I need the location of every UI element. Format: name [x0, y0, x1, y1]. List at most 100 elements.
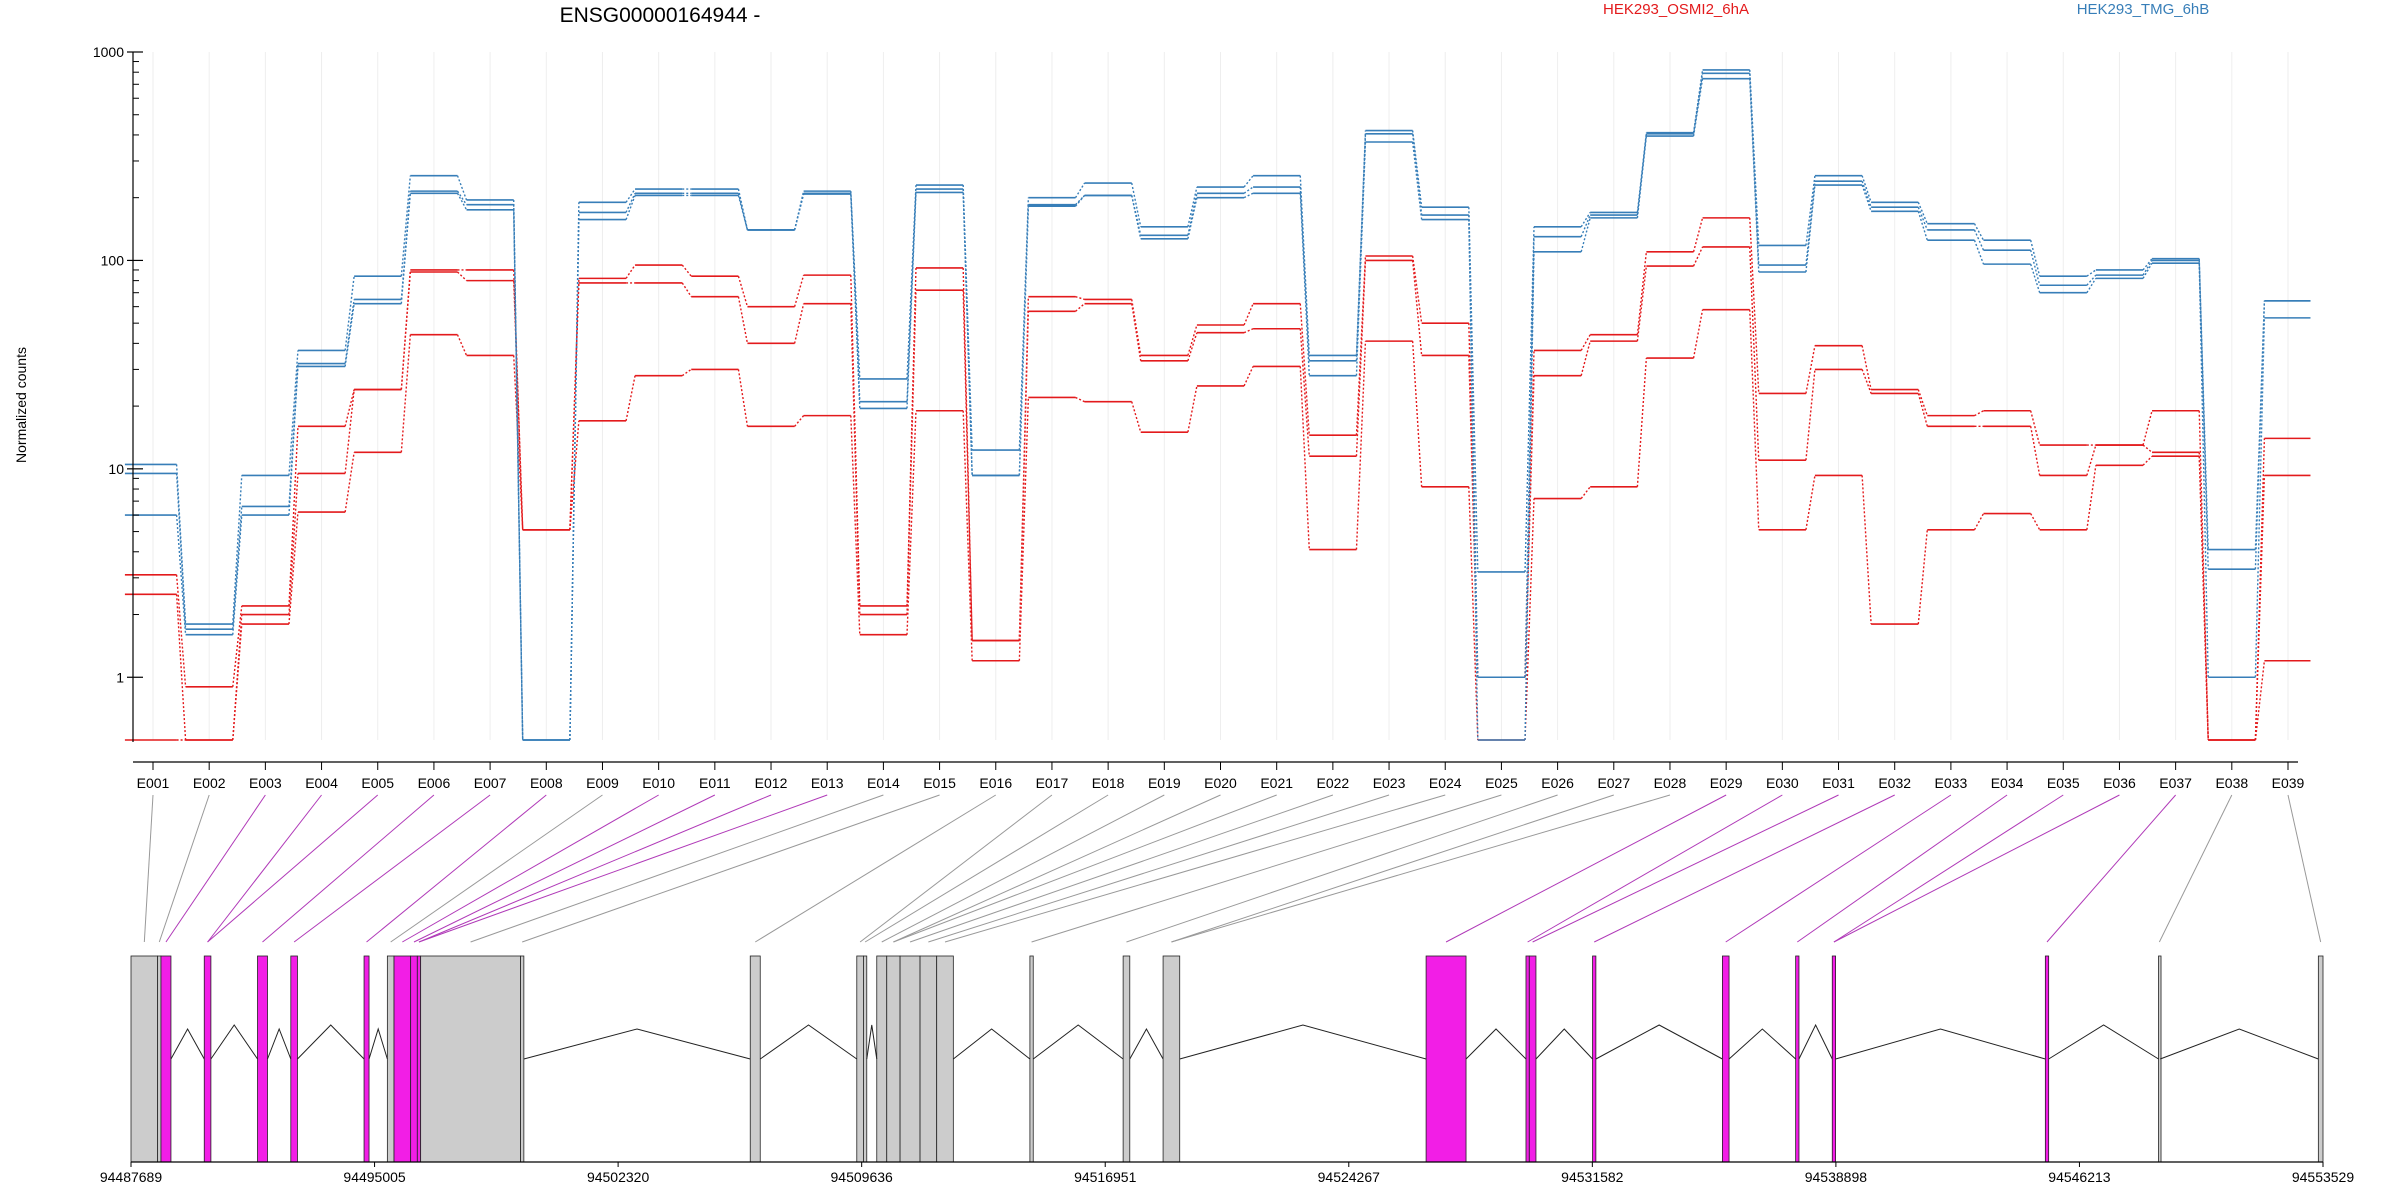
series-connector	[513, 209, 524, 741]
series-connector	[1243, 186, 1254, 194]
series-connector	[400, 193, 412, 304]
genomic-tick-label: 94495005	[343, 1169, 406, 1185]
series-connector	[1636, 136, 1648, 218]
series-connector	[906, 192, 917, 409]
x-tick-label: E008	[530, 775, 563, 791]
series-connector	[1018, 311, 1030, 641]
x-tick-label: E014	[867, 775, 900, 791]
series-connector	[1580, 217, 1591, 252]
x-tick-label: E015	[923, 775, 956, 791]
series-line	[124, 69, 2311, 741]
series-connector	[1749, 78, 1760, 273]
x-tick-label: E030	[1766, 775, 1799, 791]
intron-line	[1835, 1028, 2046, 1060]
intron-line	[866, 1024, 878, 1060]
intron-line	[1595, 1024, 1723, 1060]
series-connector	[1917, 211, 1928, 241]
x-tick-label: E021	[1260, 775, 1293, 791]
x-tick-label: E039	[2272, 775, 2305, 791]
x-tick-label: E006	[418, 775, 451, 791]
exon-box	[1831, 955, 1836, 1163]
exon-box	[1528, 955, 1537, 1163]
exon-connector	[207, 794, 322, 943]
series-connector	[2029, 410, 2041, 446]
exon-box	[1425, 955, 1467, 1163]
y-tick-label: 1	[116, 669, 124, 685]
series-connector	[1243, 175, 1254, 188]
series-connector	[1805, 345, 1816, 394]
exon-connector	[293, 794, 491, 943]
series-connector	[2254, 300, 2266, 570]
genomic-tick-label: 94516951	[1074, 1169, 1137, 1185]
x-tick-label: E003	[249, 775, 282, 791]
exon-connector	[1725, 794, 1952, 943]
series-connector	[1299, 303, 1310, 436]
series-connector	[1917, 389, 1928, 416]
series-connector	[513, 269, 524, 530]
series-connector	[344, 303, 355, 367]
series-connector	[1636, 251, 1648, 335]
series-connector	[1749, 309, 1760, 530]
series-connector	[2254, 660, 2266, 741]
series-connector	[1973, 239, 1985, 265]
series-connector	[2198, 456, 2209, 741]
exon-box	[899, 955, 921, 1163]
series-connector	[1692, 309, 1704, 359]
series-connector	[456, 334, 468, 356]
exon-box	[1795, 955, 1800, 1163]
series-line	[124, 246, 2311, 741]
series-connector	[681, 264, 692, 277]
series-connector	[288, 426, 299, 606]
series-connector	[1580, 334, 1591, 351]
series-line	[124, 77, 2311, 741]
series-connector	[2198, 410, 2209, 741]
series-connector	[232, 515, 243, 635]
exon-connector	[893, 794, 1221, 943]
series-connector	[1973, 229, 1985, 251]
intron-line	[953, 1028, 1031, 1060]
x-tick-label: E031	[1822, 775, 1855, 791]
series-connector	[1299, 366, 1310, 550]
exon-box	[2044, 955, 2050, 1163]
series-connector	[1917, 529, 1928, 625]
x-tick-label: E017	[1036, 775, 1069, 791]
exon-connector	[413, 794, 716, 943]
exon-box	[410, 955, 418, 1163]
series-connector	[456, 190, 468, 206]
intron-line	[2160, 1028, 2319, 1060]
series-connector	[288, 350, 299, 476]
exon-box	[257, 955, 268, 1163]
series-connector	[175, 594, 187, 741]
series-connector	[2086, 278, 2097, 294]
series-connector	[1299, 186, 1310, 361]
series-connector	[2030, 513, 2041, 531]
series-connector	[2086, 444, 2097, 476]
series-connector	[2142, 258, 2153, 271]
series-connector	[513, 355, 524, 530]
series-connector	[794, 415, 805, 427]
series-connector	[288, 512, 299, 625]
y-axis-label: Normalized counts	[13, 347, 29, 463]
series-connector	[1805, 475, 1816, 530]
series-connector	[1692, 246, 1704, 267]
series-line	[124, 72, 2311, 741]
exon-box	[1721, 955, 1730, 1163]
legend-entry-osmi2: HEK293_OSMI2_6hA	[1603, 1, 1749, 18]
gene-model: 94487689 94495005 94502320 94509636 94516951…	[100, 955, 2354, 1185]
exon-box	[876, 955, 888, 1163]
exon-box	[856, 955, 864, 1163]
series-connector	[288, 473, 299, 615]
series-connector	[1524, 226, 1535, 572]
series-connector	[906, 410, 917, 635]
exon-connector	[262, 794, 435, 943]
series-connector	[1805, 369, 1816, 461]
series-connector	[625, 188, 636, 203]
series-connector	[625, 375, 636, 421]
series-connector	[1411, 255, 1423, 324]
x-tick-label: E036	[2103, 775, 2136, 791]
x-tick-label: E012	[755, 775, 788, 791]
series-connector	[625, 264, 636, 279]
series-connector	[1917, 202, 1928, 224]
series-connector	[1749, 246, 1760, 461]
series-connector	[1355, 141, 1367, 376]
